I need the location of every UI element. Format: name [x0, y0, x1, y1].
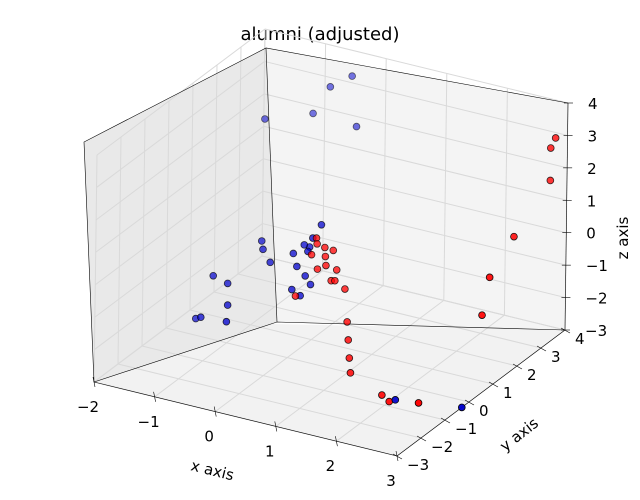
- scatter-point: [288, 285, 296, 294]
- scatter-point: [222, 317, 231, 326]
- scatter-point: [391, 396, 400, 404]
- y-tick-label: 0: [479, 402, 489, 420]
- y-tick-label: 3: [551, 348, 561, 366]
- scatter-point: [309, 109, 317, 118]
- x-tick-label: 1: [265, 442, 275, 460]
- x-tick-label: −2: [77, 398, 99, 416]
- grid-lines: [93, 28, 569, 457]
- scatter-point: [301, 272, 309, 280]
- y-axis-line: [396, 329, 566, 457]
- scatter-point: [313, 265, 322, 273]
- y-axis-label: y axis: [496, 414, 542, 455]
- scatter-point: [291, 292, 300, 300]
- scatter-point: [223, 279, 232, 288]
- scatter-point: [341, 285, 349, 293]
- x-tick-label: 2: [326, 457, 336, 475]
- scatter-point: [345, 354, 354, 362]
- chart-title: alumni (adjusted): [241, 24, 400, 45]
- x-tick-label: 0: [204, 428, 214, 446]
- z-axis-line: [564, 102, 569, 331]
- y-tick-label: −1: [455, 420, 477, 438]
- scatter-point: [321, 252, 330, 261]
- scatter-point: [510, 232, 518, 241]
- scatter-point: [322, 261, 330, 270]
- scatter-point: [223, 301, 232, 309]
- y-tick-label: −2: [431, 438, 453, 456]
- scatter-point: [546, 176, 555, 185]
- back-pane: [266, 48, 568, 330]
- scatter-point: [546, 144, 555, 152]
- scatter-point: [478, 311, 486, 319]
- scatter-point: [259, 245, 267, 254]
- scatter-point: [457, 403, 466, 412]
- z-tick-label: 1: [587, 192, 597, 210]
- scatter-point: [343, 318, 351, 326]
- y-tick-label: 1: [503, 384, 513, 402]
- y-tick-label: 4: [575, 330, 585, 348]
- scatter-point: [306, 280, 315, 289]
- z-tick-label: −1: [586, 257, 608, 275]
- scatter-point: [344, 336, 353, 344]
- scatter-point: [485, 273, 494, 282]
- y-tick-label: −3: [407, 456, 429, 474]
- scatter-point: [348, 72, 356, 80]
- pane-edges: [83, 47, 569, 457]
- z-tick-label: 4: [588, 95, 598, 113]
- scatter-point: [300, 241, 309, 249]
- z-tick-label: −2: [585, 290, 607, 308]
- scatter-point: [551, 134, 560, 142]
- scatter-point: [197, 313, 205, 322]
- x-tick-label: 3: [386, 472, 396, 490]
- x-tick-label: −1: [138, 413, 160, 431]
- scatter-point: [331, 276, 339, 285]
- scatter-point: [317, 220, 326, 229]
- floor-pane: [94, 322, 565, 456]
- z-tick-label: 0: [586, 225, 596, 243]
- x-axis-label: x axis: [189, 456, 236, 484]
- scatter-point: [209, 271, 218, 280]
- scatter-point: [289, 249, 298, 258]
- z-tick-label: −3: [585, 322, 607, 340]
- scatter-point: [352, 122, 361, 131]
- z-tick-label: 2: [587, 160, 597, 178]
- scatter-point: [329, 246, 338, 255]
- y-tick-label: 2: [527, 366, 537, 384]
- scatter-point: [321, 243, 329, 252]
- left-pane: [84, 48, 277, 382]
- x-axis-line: [93, 381, 398, 457]
- scatter-points: [191, 72, 560, 412]
- z-axis-label: z axis: [614, 216, 632, 259]
- scatter-point: [378, 391, 386, 399]
- scatter-point: [266, 258, 275, 267]
- scatter-point: [261, 115, 269, 123]
- scatter-point: [346, 369, 355, 377]
- scatter-point: [307, 250, 316, 259]
- scatter-point: [257, 237, 266, 245]
- scatter-point: [313, 240, 321, 248]
- scatter-point: [332, 266, 341, 274]
- back-panes: [84, 48, 568, 456]
- scatter-point: [326, 83, 335, 91]
- scatter-point: [414, 399, 423, 407]
- scatter-point: [293, 262, 301, 271]
- z-tick-label: 3: [588, 127, 598, 145]
